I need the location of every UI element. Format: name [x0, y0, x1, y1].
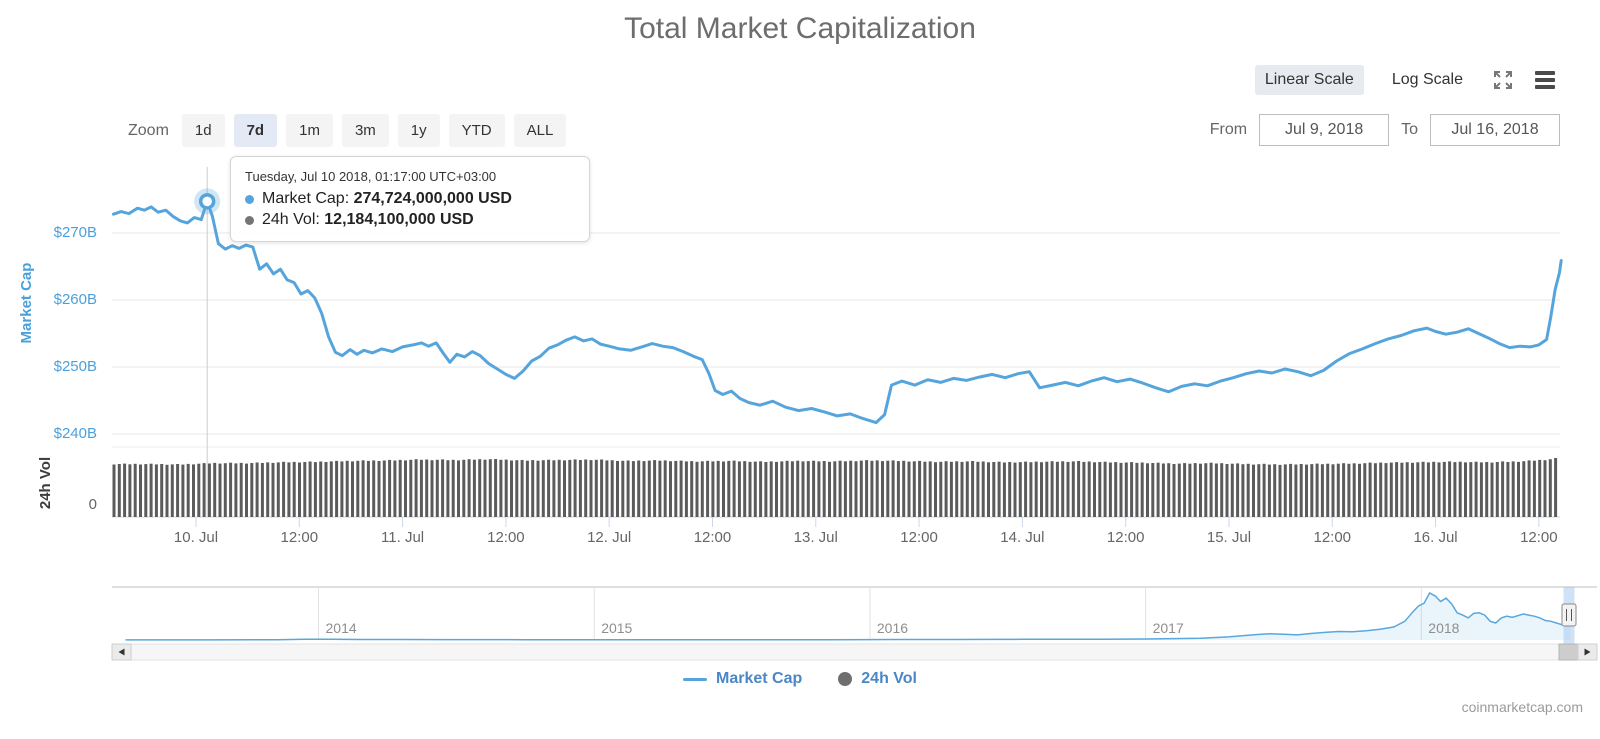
- x-axis-ticks: [195, 517, 1540, 527]
- log-scale-button[interactable]: Log Scale: [1391, 71, 1463, 88]
- scrollbar-right-arrow-icon: [1584, 648, 1591, 656]
- zoom-button-ytd[interactable]: YTD: [448, 114, 505, 147]
- navigator-year-gridlines: [318, 587, 1422, 640]
- zoom-button-1m[interactable]: 1m: [286, 114, 333, 147]
- from-label: From: [1209, 121, 1248, 138]
- y-axis-zero-label: 0: [88, 496, 97, 513]
- zoom-button-7d[interactable]: 7d: [233, 114, 278, 147]
- fullscreen-icon-glyph: [1494, 71, 1512, 89]
- navigator-line: [125, 591, 1571, 641]
- to-date-input[interactable]: [1430, 114, 1560, 146]
- date-range-selector: From To: [1210, 114, 1560, 146]
- navigator-canvas[interactable]: [0, 575, 1600, 665]
- linear-scale-button[interactable]: Linear Scale: [1254, 65, 1364, 95]
- legend-item-market-cap[interactable]: Market Cap: [683, 670, 802, 688]
- volume-dot-swatch-icon: [838, 672, 853, 686]
- x-axis-label: 16. Jul: [1413, 529, 1458, 546]
- x-axis-label: 12:00: [693, 529, 732, 546]
- x-axis-label: 12:00: [1313, 529, 1352, 546]
- chart-legend: Market Cap 24h Vol: [0, 670, 1600, 688]
- x-axis-label: 12:00: [487, 529, 525, 546]
- x-axis-label: 14. Jul: [1000, 529, 1045, 546]
- hover-marker: [198, 193, 216, 210]
- navigator-year-label: 2018: [1428, 620, 1460, 636]
- legend-market-cap-label: Market Cap: [716, 670, 803, 687]
- y-axis-label: $240B: [53, 425, 97, 442]
- chart-tooltip: Tuesday, Jul 10 2018, 01:17:00 UTC+03:00…: [230, 156, 590, 242]
- x-axis-label: 11. Jul: [381, 529, 425, 546]
- menu-icon[interactable]: [1533, 68, 1557, 92]
- to-label: To: [1401, 121, 1418, 138]
- tooltip-volume-row: 24h Vol: 12,184,100,000 USD: [245, 211, 575, 229]
- tooltip-market-cap-text: Market Cap: 274,724,000,000 USD: [262, 190, 512, 207]
- legend-volume-label: 24h Vol: [861, 670, 917, 687]
- scale-toggle: Linear Scale Log Scale: [1254, 64, 1557, 96]
- tooltip-volume-text: 24h Vol: 12,184,100,000 USD: [262, 211, 474, 228]
- tooltip-market-cap-row: Market Cap: 274,724,000,000 USD: [245, 190, 575, 208]
- zoom-button-3m[interactable]: 3m: [341, 114, 389, 147]
- navigator-year-label: 2014: [325, 620, 357, 636]
- y-axis-label: $260B: [53, 291, 97, 308]
- tooltip-timestamp: Tuesday, Jul 10 2018, 01:17:00 UTC+03:00: [245, 169, 497, 184]
- volume-dot-icon: [245, 215, 254, 225]
- market-cap-line[interactable]: [111, 200, 1563, 425]
- navigator-year-label: 2017: [1152, 620, 1184, 636]
- x-axis-label: 12:00: [900, 529, 938, 546]
- y-axis-label: $270B: [53, 224, 97, 241]
- coinmarketcap-credit[interactable]: coinmarketcap.com: [1461, 699, 1583, 715]
- from-date-input[interactable]: [1259, 114, 1390, 146]
- page-title: Total Market Capitalization: [624, 12, 976, 45]
- x-axis-label: 12:00: [1520, 529, 1558, 546]
- market-cap-dot-icon: [245, 194, 254, 204]
- zoom-button-1y[interactable]: 1y: [397, 114, 440, 147]
- x-axis-label: 12:00: [280, 529, 319, 546]
- x-axis-label: 15. Jul: [1206, 529, 1252, 546]
- zoom-bar: Zoom 1d 7d 1m 3m 1y YTD ALL: [128, 114, 567, 147]
- scrollbar-left-arrow-icon: [118, 648, 125, 656]
- zoom-buttons: 1d 7d 1m 3m 1y YTD ALL: [181, 114, 567, 147]
- volume-bars: [112, 458, 1558, 517]
- navigator-handle[interactable]: [1561, 603, 1577, 627]
- scrollbar-track[interactable]: [130, 643, 1579, 661]
- x-axis-label: 12:00: [1106, 529, 1145, 546]
- x-axis-label: 13. Jul: [793, 529, 838, 546]
- zoom-label: Zoom: [128, 121, 169, 139]
- navigator-year-label: 2015: [601, 620, 633, 636]
- market-cap-line-swatch-icon: [683, 677, 708, 681]
- x-axis-label: 10. Jul: [173, 529, 219, 546]
- navigator-area: [120, 593, 1571, 640]
- x-axis-label: 12. Jul: [587, 529, 632, 546]
- fullscreen-icon[interactable]: [1491, 68, 1515, 92]
- main-chart-canvas[interactable]: [0, 0, 1600, 575]
- zoom-button-1d[interactable]: 1d: [181, 114, 225, 147]
- legend-item-24h-vol[interactable]: 24h Vol: [838, 670, 917, 688]
- y-axis-label: $250B: [53, 358, 97, 375]
- zoom-button-all[interactable]: ALL: [513, 114, 567, 147]
- navigator-year-label: 2016: [876, 620, 909, 636]
- scrollbar-thumb[interactable]: [1558, 643, 1579, 661]
